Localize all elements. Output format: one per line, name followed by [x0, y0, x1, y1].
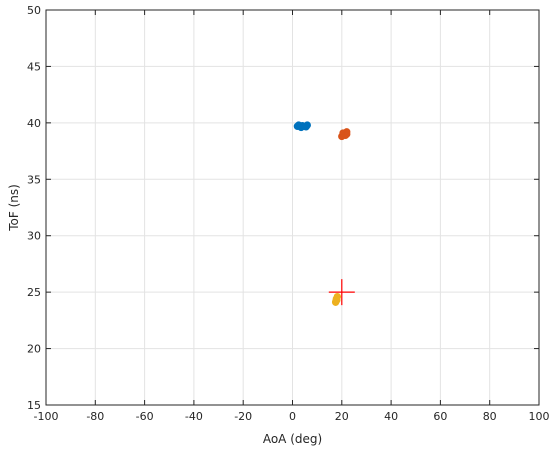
data-point-series-2	[343, 130, 351, 138]
y-tick-label: 15	[27, 399, 41, 412]
tick-labels: -100 -80 -60 -40 -20 0 20 40 60 80 100 15 20 25 30 35 40…	[27, 4, 550, 423]
y-tick-label: 40	[27, 117, 41, 130]
data-point-series-1	[294, 121, 303, 129]
data-points	[293, 121, 355, 306]
x-tick-label: 40	[384, 410, 398, 423]
x-tick-label: 0	[289, 410, 296, 423]
x-tick-label: 100	[529, 410, 550, 423]
x-tick-label: -40	[185, 410, 203, 423]
y-tick-label: 50	[27, 4, 41, 17]
x-tick-label: 20	[335, 410, 349, 423]
x-tick-label: 80	[483, 410, 497, 423]
x-axis-label: AoA (deg)	[263, 432, 322, 446]
x-tick-label: 60	[433, 410, 447, 423]
x-tick-label: -60	[136, 410, 154, 423]
x-tick-label: -20	[234, 410, 252, 423]
data-point-series-1	[302, 123, 310, 131]
y-tick-label: 25	[27, 286, 41, 299]
y-tick-label: 45	[27, 60, 41, 73]
x-tick-label: -80	[86, 410, 104, 423]
y-tick-label: 35	[27, 173, 41, 186]
y-axis-label: ToF (ns)	[7, 184, 21, 232]
data-point-series-3	[333, 296, 341, 304]
y-tick-label: 30	[27, 230, 41, 243]
x-tick-label: -100	[34, 410, 59, 423]
y-tick-label: 20	[27, 343, 41, 356]
